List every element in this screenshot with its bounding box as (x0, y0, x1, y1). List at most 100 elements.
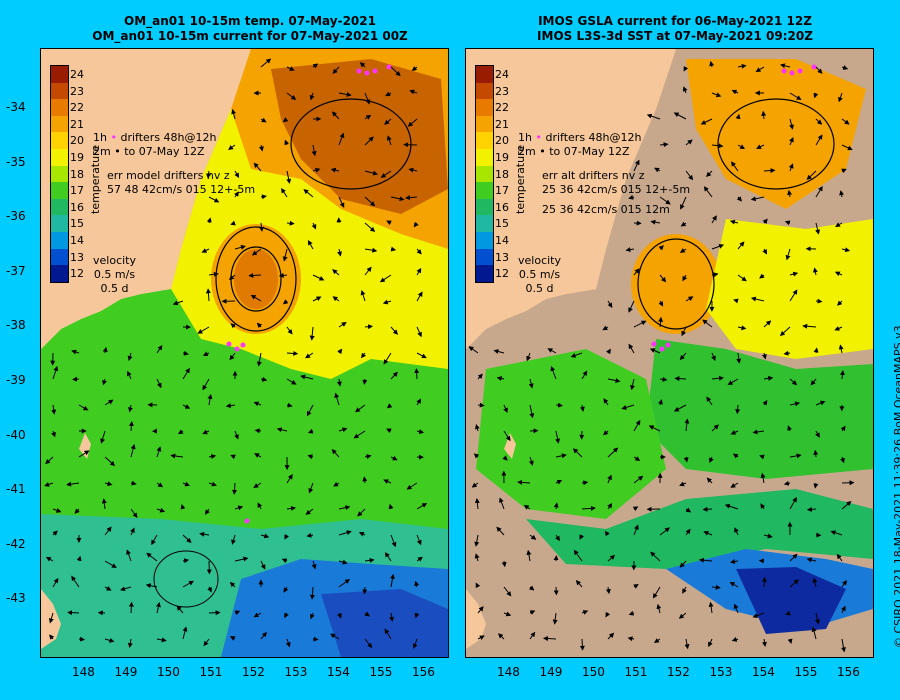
current-arrow (607, 502, 613, 510)
colorbar-tick-label: 21 (495, 117, 509, 131)
current-arrow (337, 248, 343, 257)
current-arrow (762, 638, 767, 647)
latitude-tick-label: -37 (6, 263, 26, 278)
colorbar-tick-label: 24 (70, 68, 84, 81)
current-arrow (260, 560, 266, 570)
current-arrow (735, 113, 741, 120)
current-arrow (254, 428, 262, 434)
current-arrow (606, 348, 611, 355)
current-arrow (305, 352, 314, 359)
current-arrow (579, 534, 585, 540)
flinders-island (504, 433, 516, 459)
current-arrow (332, 269, 340, 276)
colorbar-tick-label: 20 (495, 134, 509, 148)
current-arrow (815, 222, 821, 235)
current-arrow (283, 586, 289, 593)
current-arrow (762, 399, 768, 406)
current-arrow (756, 144, 765, 149)
current-arrow (416, 503, 428, 510)
current-arrow (735, 404, 741, 415)
current-arrow (841, 579, 847, 588)
current-arrow (338, 92, 352, 97)
current-arrow (659, 142, 669, 148)
current-arrow (607, 300, 613, 308)
current-arrow (815, 185, 823, 198)
current-arrow (673, 404, 687, 412)
current-arrow (229, 581, 236, 588)
current-arrow (628, 194, 635, 200)
current-arrow (228, 274, 236, 281)
current-arrow (839, 190, 845, 198)
current-arrow (654, 167, 661, 173)
current-arrow (841, 247, 851, 253)
current-arrow (364, 557, 375, 563)
current-arrow (708, 638, 713, 648)
current-arrow (607, 378, 621, 383)
current-arrow (761, 110, 767, 120)
sst-yellow (706, 219, 873, 359)
current-arrow (44, 482, 54, 487)
longitude-tick-label: 154 (327, 665, 350, 679)
current-arrow (78, 404, 89, 411)
right-title-line1: IMOS GSLA current for 06-May-2021 12Z (538, 14, 812, 28)
current-arrow (841, 500, 852, 510)
current-arrow (581, 480, 589, 486)
current-arrow (67, 610, 80, 616)
current-arrow (386, 135, 392, 146)
current-arrow (685, 528, 691, 536)
current-arrow (182, 404, 191, 409)
colorbar-tick-label: 16 (495, 200, 509, 214)
current-arrow (384, 552, 392, 562)
current-arrow (156, 482, 164, 488)
colorbar-tick-label: 12 (495, 267, 509, 281)
current-arrow (633, 320, 647, 328)
current-arrow (338, 579, 351, 588)
longitude-tick-label: 150 (582, 665, 605, 679)
left-title-line1: OM_an01 10-15m temp. 07-May-2021 (124, 14, 376, 28)
current-arrow (386, 428, 392, 434)
current-arrow (333, 481, 340, 487)
current-arrow (303, 189, 314, 198)
current-arrow (202, 429, 210, 435)
current-arrow (763, 168, 776, 174)
colorbar-swatch (51, 198, 68, 216)
current-arrow (336, 378, 342, 387)
current-arrow (276, 427, 288, 433)
current-arrow (523, 504, 531, 510)
current-arrow (811, 626, 817, 640)
colorbar-tick-label: 15 (70, 217, 84, 231)
current-arrow (286, 92, 297, 101)
current-arrow (684, 638, 690, 650)
current-arrow (648, 425, 661, 432)
current-arrow (207, 393, 213, 406)
colorbar-swatch (51, 115, 68, 133)
current-arrow (104, 637, 115, 643)
current-arrow (130, 527, 135, 536)
current-arrow (72, 376, 80, 382)
current-arrow (581, 370, 588, 380)
drifter-markers (226, 64, 392, 524)
current-arrow (682, 586, 687, 594)
current-arrow (471, 482, 479, 488)
current-arrow (253, 401, 262, 407)
current-arrow (730, 482, 739, 488)
current-arrow (752, 429, 765, 435)
current-arrow (763, 533, 773, 539)
current-arrow (127, 370, 132, 380)
current-arrow (208, 481, 217, 487)
current-arrow (126, 549, 132, 562)
current-arrow (812, 577, 818, 588)
current-arrow (528, 585, 535, 591)
current-arrow (408, 167, 418, 173)
current-arrow (840, 425, 846, 432)
current-arrow (51, 404, 57, 415)
current-arrow (733, 603, 739, 614)
current-arrow (182, 350, 189, 356)
colorbar-swatch (476, 265, 493, 282)
current-arrow (231, 534, 236, 545)
sst-orange (686, 59, 866, 209)
current-arrow (202, 378, 210, 391)
current-arrow (659, 527, 670, 536)
current-arrow (709, 60, 715, 68)
current-arrow (732, 453, 739, 459)
